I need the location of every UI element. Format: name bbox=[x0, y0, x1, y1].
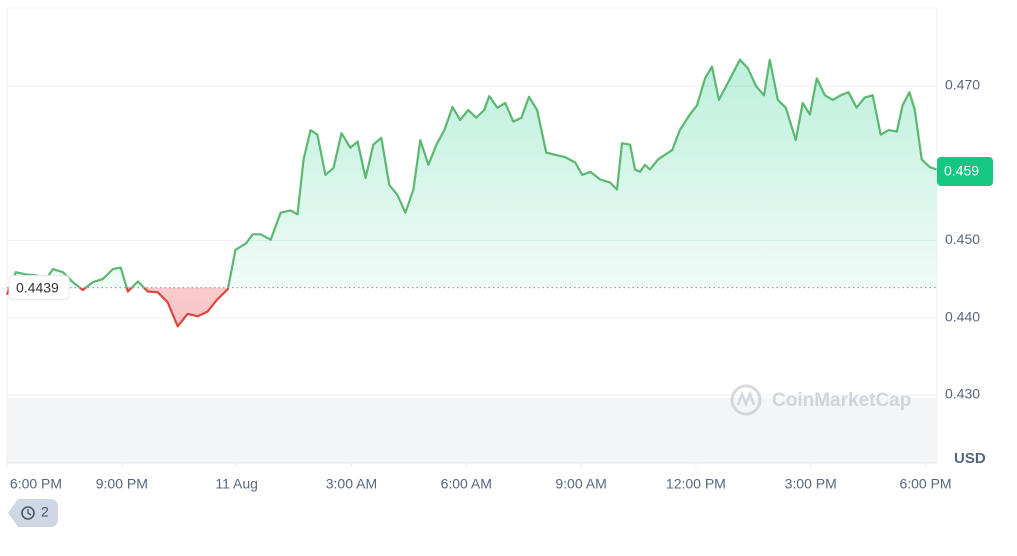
lines bbox=[5, 58, 937, 328]
x-tick-label: 9:00 AM bbox=[555, 476, 606, 492]
y-axis-label: USD bbox=[954, 450, 986, 467]
x-tick-label: 9:00 PM bbox=[96, 476, 148, 492]
y-tick-label: 0.440 bbox=[945, 308, 980, 324]
areas bbox=[7, 59, 937, 327]
x-tick-label: 11 Aug bbox=[215, 476, 258, 492]
history-button[interactable]: 2 bbox=[8, 499, 58, 527]
volume-band bbox=[7, 398, 937, 463]
area-up bbox=[7, 59, 937, 288]
price-line-down bbox=[5, 287, 230, 328]
x-tick-label: 6:00 AM bbox=[441, 476, 492, 492]
history-count: 2 bbox=[41, 504, 49, 520]
y-tick-label: 0.470 bbox=[945, 77, 980, 93]
last-price-box bbox=[937, 156, 993, 186]
baseline-label-box bbox=[8, 275, 70, 301]
labels: 0.430 0.440 0.450 0.470 6:00 PM 9:00 PM 11 Aug… bbox=[8, 77, 993, 492]
area-down bbox=[7, 287, 229, 327]
x-tick-label: 3:00 AM bbox=[326, 476, 377, 492]
watermark: CoinMarketCap bbox=[730, 384, 911, 416]
baseline-label: 0.4439 bbox=[16, 279, 59, 295]
y-tick-label: 0.430 bbox=[945, 386, 980, 402]
x-tick-label: 12:00 PM bbox=[666, 476, 726, 492]
y-tick-label: 0.450 bbox=[945, 231, 980, 247]
price-line-up bbox=[8, 58, 937, 288]
x-tick-label: 6:00 PM bbox=[10, 476, 62, 492]
x-tick-label: 3:00 PM bbox=[785, 476, 837, 492]
watermark-text: CoinMarketCap bbox=[772, 390, 911, 411]
last-price-label: 0.459 bbox=[944, 163, 979, 179]
x-tick-label: 6:00 PM bbox=[899, 476, 951, 492]
